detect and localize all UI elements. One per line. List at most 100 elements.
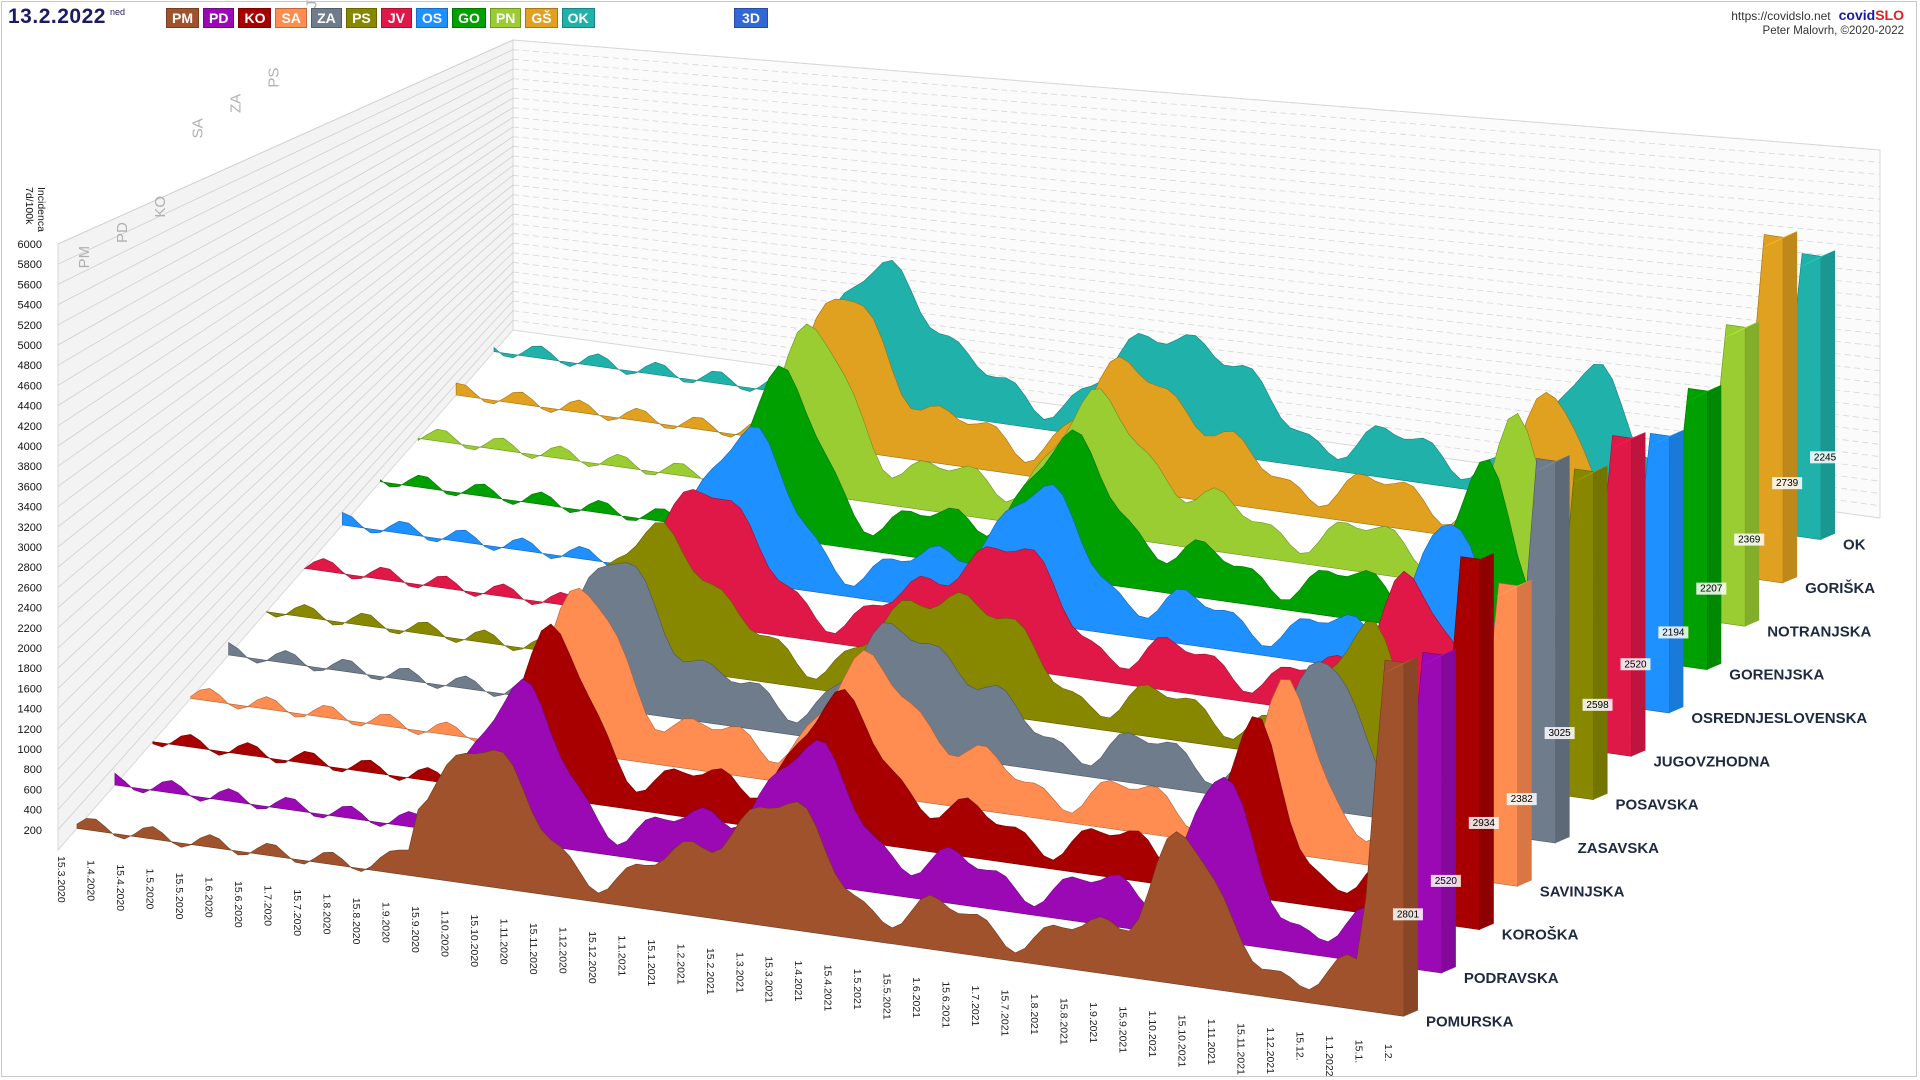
- gridline-back: [512, 58, 1881, 175]
- x-tick-label: 1.11.2021: [1205, 1019, 1217, 1065]
- y-tick-label: 3600: [18, 481, 42, 493]
- series-spike-face-ps: [1593, 465, 1608, 800]
- region-name-sa: SAVINJSKA: [1540, 883, 1625, 900]
- gridline-left: [57, 97, 514, 366]
- x-tick-label: 1.6.2021: [910, 977, 922, 1018]
- region-button-gš[interactable]: GŠ: [525, 8, 558, 28]
- x-tick-label: 1.9.2021: [1087, 1002, 1099, 1043]
- y-gridlines: 200 400 600 800 1000 1200 1400 1600 1800 2000 2200…: [18, 39, 1881, 837]
- wall-label-pm: PM: [76, 246, 93, 269]
- y-tick-label: 5800: [18, 259, 42, 271]
- x-tick-label: 15.12.: [1294, 1031, 1306, 1060]
- site-url[interactable]: https://covidslo.net: [1731, 9, 1831, 23]
- x-tick-label: 15.1.: [1353, 1040, 1365, 1063]
- brand-logo-a: covid: [1838, 7, 1876, 23]
- latest-value-bg: [1430, 874, 1461, 887]
- region-button-pd[interactable]: PD: [203, 8, 235, 28]
- gridline-left: [57, 49, 514, 265]
- region-button-za[interactable]: ZA: [310, 8, 342, 28]
- x-tick-label: 1.6.2020: [202, 877, 214, 918]
- region-name-ps: POSAVSKA: [1616, 797, 1699, 814]
- gridline-left: [57, 262, 514, 709]
- x-tick-label: 15.7.2021: [999, 990, 1011, 1037]
- x-tick-label: 15.5.2021: [881, 973, 893, 1020]
- x-tick-label: 15.11.2020: [527, 923, 539, 975]
- series-spike-face-sa: [1517, 579, 1532, 887]
- x-tick-label: 1.12.2020: [556, 927, 568, 974]
- region-button-ko[interactable]: KO: [238, 8, 272, 28]
- x-tick-label: 1.10.2020: [438, 910, 450, 957]
- region-button-ok[interactable]: OK: [561, 8, 595, 28]
- gridline-left: [57, 252, 514, 689]
- y-tick-label: 3200: [18, 522, 42, 534]
- series-spike-top-sa: [1493, 579, 1532, 598]
- series-area-pm[interactable]: [76, 659, 1405, 1017]
- region-button-jv[interactable]: JV: [380, 8, 412, 28]
- latest-value-sa: 2382: [1511, 794, 1534, 805]
- x-tick-label: 15.8.2021: [1058, 998, 1070, 1045]
- wall-label-za: ZA: [228, 94, 245, 113]
- x-tick-label: 1.4.2020: [84, 860, 96, 901]
- series-spike-top-jv: [1607, 432, 1646, 451]
- region-toggle-bar: PM PD KO SA ZA PS JV OS GO PN GŠ OK: [166, 8, 595, 28]
- latest-value-bg: [1772, 477, 1803, 490]
- x-tick-label: 15.4.2020: [114, 864, 126, 911]
- series-spike-top-za: [1531, 455, 1570, 474]
- x-tick-label: 15.3.2021: [763, 956, 775, 1003]
- y-tick-label: 200: [24, 825, 42, 837]
- gridline-left: [57, 242, 514, 669]
- y-tick-label: 5200: [18, 320, 42, 332]
- latest-value-bg: [1468, 816, 1499, 829]
- current-date[interactable]: 13.2.2022: [8, 5, 106, 28]
- series-spike-face-ko: [1479, 553, 1494, 930]
- x-tick-label: 15.11.2021: [1235, 1023, 1247, 1075]
- y-tick-label: 2600: [18, 582, 42, 594]
- region-name-pm: POMURSKA: [1426, 1013, 1514, 1030]
- gridline-back: [512, 68, 1881, 188]
- gridline-left: [57, 78, 514, 326]
- x-tick-label: 1.2.: [1382, 1044, 1394, 1062]
- view-3d-button[interactable]: 3D: [734, 8, 768, 28]
- region-button-pn[interactable]: PN: [489, 8, 522, 28]
- gridline-back: [512, 97, 1881, 224]
- gridline-left: [57, 87, 514, 346]
- series-spike-top-pm: [1379, 656, 1418, 675]
- region-button-os[interactable]: OS: [415, 8, 449, 28]
- date-header: 13.2.2022 ned: [8, 5, 125, 28]
- x-tick-label: 1.12.2021: [1264, 1027, 1276, 1074]
- gridline-back: [512, 184, 1881, 335]
- y-tick-label: 3800: [18, 461, 42, 473]
- wall-label-sa: SA: [190, 118, 207, 138]
- latest-value-jv: 2520: [1624, 659, 1647, 670]
- brand-logo-b: SLO: [1875, 7, 1904, 23]
- region-button-sa[interactable]: SA: [275, 8, 307, 28]
- x-tick-label: 1.1.2022: [1323, 1036, 1335, 1077]
- series-spike-top-pn: [1721, 321, 1760, 340]
- x-tick-label: 15.9.2021: [1117, 1006, 1129, 1053]
- region-button-ps[interactable]: PS: [345, 8, 377, 28]
- gridline-back: [512, 126, 1881, 261]
- x-tick-label: 1.7.2020: [261, 885, 273, 926]
- gridline-back: [512, 174, 1881, 323]
- series-area-gš[interactable]: [455, 234, 1784, 584]
- region-button-pm[interactable]: PM: [166, 8, 199, 28]
- series-area-ps[interactable]: [266, 468, 1594, 801]
- series-spike-face-pn: [1745, 321, 1760, 627]
- x-tick-label: 15.1.2021: [645, 940, 657, 987]
- branding: https://covidslo.net covidSLO Peter Malov…: [1731, 7, 1904, 37]
- region-name-ok: OK: [1843, 537, 1866, 554]
- series-area-za[interactable]: [228, 458, 1556, 844]
- x-tick-label: 1.11.2020: [497, 919, 509, 965]
- gridline-left: [57, 155, 514, 487]
- region-name-jv: JUGOVZHODNA: [1653, 753, 1770, 770]
- series-spike-face-ok: [1821, 250, 1836, 540]
- gridline-left: [57, 58, 514, 285]
- x-tick-label: 1.9.2020: [379, 902, 391, 943]
- y-tick-label: 2800: [18, 562, 42, 574]
- gridline-back: [512, 116, 1881, 249]
- x-tick-label: 15.10.2020: [468, 914, 480, 967]
- latest-value-bg: [1810, 451, 1841, 464]
- series-ribbons: 2245 OK 2739 GORIŠKA 2369 NOTRANJSKA 2207 GOREN…: [76, 231, 1875, 1030]
- region-button-go[interactable]: GO: [452, 8, 486, 28]
